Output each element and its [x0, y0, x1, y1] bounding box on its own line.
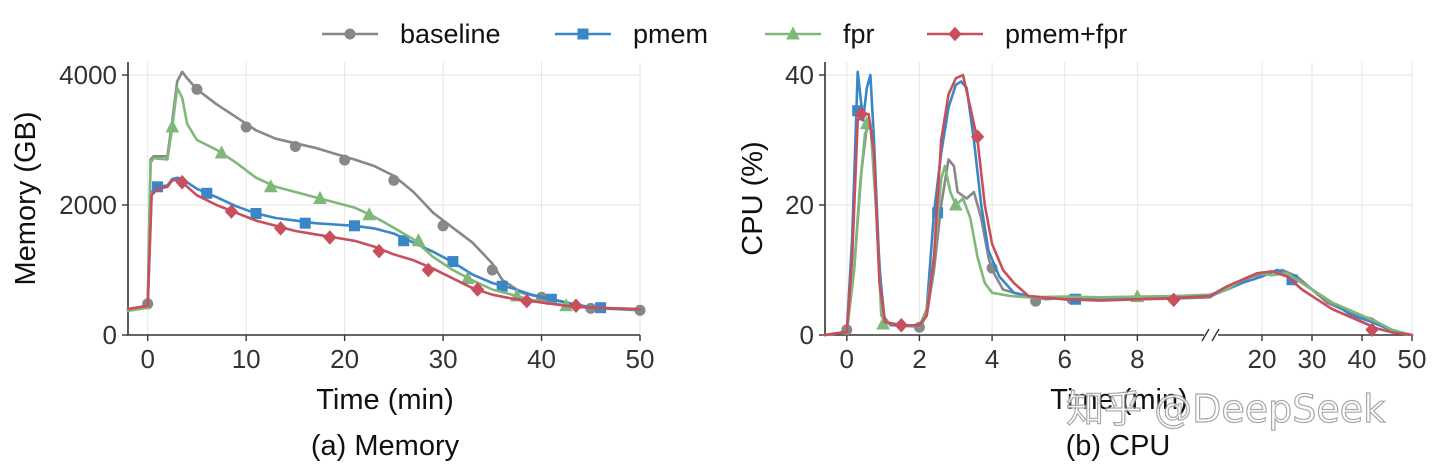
legend-label: pmem — [633, 19, 708, 49]
legend: baseline pmem fpr pmem+fpr — [322, 19, 1127, 49]
x-tick-label: 6 — [1057, 344, 1071, 374]
caption-cpu: (b) CPU — [1066, 430, 1171, 462]
y-axis-label: CPU (%) — [737, 141, 769, 255]
data-point-marker — [398, 235, 410, 247]
data-point-marker — [970, 129, 985, 144]
data-point-marker — [362, 207, 377, 221]
y-tick-label: 2000 — [59, 190, 117, 220]
legend-marker — [786, 26, 800, 40]
data-point-marker — [175, 175, 189, 190]
data-point-marker — [447, 256, 459, 268]
data-point-marker — [854, 106, 869, 122]
y-tick-label: 40 — [785, 60, 814, 90]
data-point-marker — [460, 270, 475, 284]
x-tick-label: 0 — [140, 344, 154, 374]
data-point-marker — [323, 230, 337, 245]
data-point-marker — [569, 298, 583, 313]
axis-break-mark — [1201, 328, 1210, 342]
x-tick-label: 50 — [1398, 344, 1427, 374]
axes-spine — [824, 62, 1412, 336]
x-tick-label: 2 — [912, 344, 926, 374]
y-axis-label: Memory (GB) — [10, 112, 42, 286]
legend-item-fpr: fpr — [765, 19, 875, 49]
data-point-marker — [313, 190, 327, 204]
data-point-marker — [470, 282, 485, 297]
data-point-marker — [214, 145, 229, 159]
series-pmem-fpr — [823, 73, 1414, 338]
y-tick-label: 20 — [785, 190, 814, 220]
x-axis-label: Time (min) — [1050, 384, 1187, 416]
data-point-marker — [496, 280, 508, 292]
data-point-marker — [1166, 292, 1181, 308]
data-point-marker — [411, 233, 426, 247]
x-tick-label: 30 — [429, 344, 458, 374]
legend-marker — [948, 26, 962, 42]
legend-marker — [577, 28, 589, 40]
data-point-marker — [299, 217, 311, 229]
y-tick-label: 0 — [800, 320, 814, 350]
cpu-chart: 0 2 4 6 8 20 30 40 50 0 20 40 Time (min) CPU (%) — [737, 60, 1426, 416]
data-point-marker — [191, 83, 203, 95]
x-tick-label: 20 — [1248, 344, 1277, 374]
axis-break-mark — [1211, 328, 1220, 342]
watermark: 知乎 @DeepSeek — [1066, 387, 1385, 431]
x-tick-label: 20 — [330, 344, 359, 374]
data-point-marker — [388, 174, 400, 186]
data-point-marker — [240, 121, 252, 133]
data-point-marker — [289, 141, 301, 152]
data-point-marker — [224, 204, 239, 219]
data-point-marker — [372, 243, 386, 259]
x-tick-label: 10 — [232, 344, 261, 374]
series-pmem — [823, 70, 1414, 337]
legend-label: pmem+fpr — [1005, 19, 1127, 49]
data-point-marker — [421, 262, 435, 278]
data-point-marker — [165, 119, 180, 133]
data-point-marker — [948, 197, 963, 211]
data-point-marker — [250, 207, 262, 219]
x-tick-label: 8 — [1130, 344, 1144, 374]
data-point-marker — [263, 179, 278, 193]
series-pmem-fpr — [126, 175, 642, 313]
x-tick-label: 0 — [840, 344, 854, 374]
caption-memory: (a) Memory — [311, 430, 460, 462]
data-point-marker — [201, 187, 213, 199]
series-line — [126, 179, 642, 311]
data-point-marker — [486, 264, 498, 276]
data-point-marker — [1365, 322, 1379, 338]
y-tick-label: 4000 — [59, 60, 117, 90]
legend-item-pmem-fpr: pmem+fpr — [927, 19, 1127, 49]
memory-chart: 0 10 20 30 40 50 0 2000 4000 Time (min) Memory (GB… — [10, 60, 654, 416]
legend-label: fpr — [843, 19, 875, 49]
legend-item-pmem: pmem — [555, 19, 708, 49]
legend-item-baseline: baseline — [322, 19, 501, 49]
x-tick-label: 40 — [527, 344, 556, 374]
data-point-marker — [520, 293, 534, 309]
x-tick-label: 4 — [985, 344, 999, 374]
data-point-marker — [437, 220, 449, 232]
legend-marker — [344, 28, 356, 40]
data-point-marker — [348, 220, 360, 232]
x-axis-label: Time (min) — [316, 384, 453, 416]
legend-label: baseline — [400, 19, 501, 49]
x-tick-label: 40 — [1348, 344, 1377, 374]
data-point-marker — [339, 154, 351, 166]
data-point-marker — [273, 221, 288, 236]
x-tick-label: 50 — [626, 344, 655, 374]
y-tick-label: 0 — [103, 320, 117, 350]
x-tick-label: 30 — [1298, 344, 1327, 374]
data-point-marker — [894, 318, 908, 333]
